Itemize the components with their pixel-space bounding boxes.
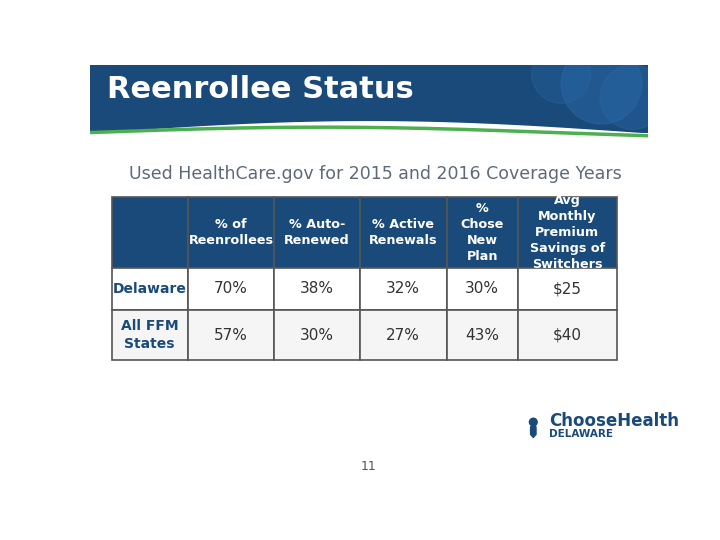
Text: ChooseHealth: ChooseHealth <box>549 413 679 430</box>
Bar <box>446 268 518 309</box>
Text: DELAWARE: DELAWARE <box>549 429 613 440</box>
Text: Reenrollee Status: Reenrollee Status <box>107 75 414 104</box>
Bar <box>188 268 274 309</box>
Text: Delaware: Delaware <box>113 282 186 296</box>
Text: 43%: 43% <box>465 328 499 342</box>
Text: $40: $40 <box>553 328 582 342</box>
Text: 30%: 30% <box>300 328 334 342</box>
Bar <box>112 197 188 268</box>
Circle shape <box>561 44 642 124</box>
Bar <box>274 309 360 361</box>
Bar <box>518 197 617 268</box>
Text: 27%: 27% <box>386 328 420 342</box>
Text: $25: $25 <box>553 281 582 296</box>
Text: 30%: 30% <box>465 281 499 296</box>
Text: % Active
Renewals: % Active Renewals <box>369 218 437 247</box>
Bar <box>446 197 518 268</box>
Bar <box>188 309 274 361</box>
Polygon shape <box>90 122 648 146</box>
Circle shape <box>600 65 665 130</box>
Text: 32%: 32% <box>386 281 420 296</box>
Bar <box>274 197 360 268</box>
Text: 70%: 70% <box>214 281 248 296</box>
Text: %
Chose
New
Plan: % Chose New Plan <box>461 202 504 263</box>
Text: 57%: 57% <box>214 328 248 342</box>
Text: All FFM
States: All FFM States <box>121 320 179 350</box>
Bar <box>518 309 617 361</box>
Text: 11: 11 <box>361 460 377 473</box>
Bar <box>360 268 446 309</box>
Bar <box>446 309 518 361</box>
Text: % Auto-
Renewed: % Auto- Renewed <box>284 218 350 247</box>
Bar <box>188 197 274 268</box>
FancyArrow shape <box>531 427 536 437</box>
Bar <box>360 309 446 361</box>
Text: Used HealthCare.gov for 2015 and 2016 Coverage Years: Used HealthCare.gov for 2015 and 2016 Co… <box>129 165 621 183</box>
Text: 38%: 38% <box>300 281 334 296</box>
Bar <box>518 268 617 309</box>
Text: % of
Reenrollees: % of Reenrollees <box>189 218 274 247</box>
Circle shape <box>532 45 590 103</box>
Bar <box>112 268 188 309</box>
Circle shape <box>529 418 537 426</box>
Text: Avg
Monthly
Premium
Savings of
Switchers: Avg Monthly Premium Savings of Switchers <box>530 194 605 271</box>
Bar <box>90 65 648 132</box>
Bar <box>112 309 188 361</box>
Bar <box>360 197 446 268</box>
Bar <box>274 268 360 309</box>
